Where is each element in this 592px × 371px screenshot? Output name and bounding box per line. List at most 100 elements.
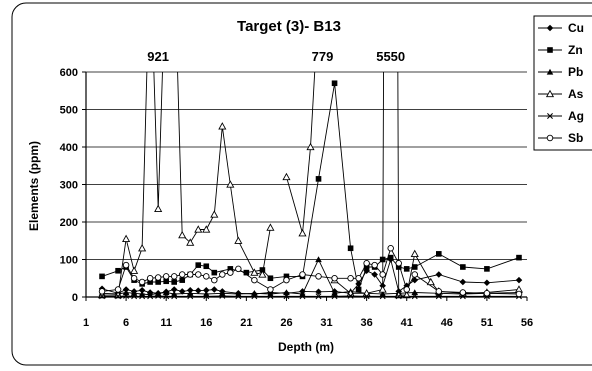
legend-marker-pb: [546, 68, 554, 75]
point-as-0-2: [122, 234, 131, 242]
point-ag-0-16: [299, 293, 306, 300]
point-zn-0-1: [115, 267, 121, 274]
point-sb-0-22: [331, 275, 338, 282]
point-as-2-3: [378, 285, 387, 293]
point-sb-0-14: [219, 271, 226, 278]
point-sb-0-25: [363, 260, 370, 267]
point-ag-0-17: [315, 293, 322, 300]
x-tick-label-11: 11: [160, 317, 172, 329]
point-sb-0-12: [203, 273, 210, 280]
point-sb-0-30: [403, 286, 410, 293]
point-zn-0-23: [355, 286, 362, 293]
point-zn-0-8: [171, 279, 177, 285]
legend-label-cu: Cu: [568, 21, 584, 35]
point-zn-0-7: [163, 278, 169, 285]
point-cu-0-13: [210, 286, 218, 293]
x-tick-label-16: 16: [200, 317, 212, 329]
point-ag-0-23: [411, 293, 418, 300]
point-as-2-6: [402, 290, 411, 299]
x-tick-label-21: 21: [240, 317, 252, 329]
point-sb-0-23: [347, 275, 354, 282]
point-cu-0-34: [515, 276, 523, 284]
point-sb-0-21: [315, 273, 322, 280]
x-tick-label-1: 1: [83, 317, 89, 329]
point-zn-0-14: [227, 266, 234, 272]
point-sb-0-20: [299, 271, 306, 278]
annotation-0: 921: [147, 49, 169, 64]
point-as-0-11: [194, 225, 203, 233]
annotation-1: 779: [312, 49, 334, 64]
legend-marker-cu: [546, 24, 554, 32]
point-zn-0-15: [243, 269, 250, 276]
point-ag-0-4: [139, 293, 146, 300]
point-zn-0-33: [484, 266, 490, 272]
x-tick-label-51: 51: [481, 317, 493, 329]
point-sb-0-26: [371, 261, 378, 269]
point-pb-0-23: [411, 289, 419, 296]
point-cu-0-31: [435, 271, 443, 278]
legend-label-ag: Ag: [568, 109, 584, 123]
point-cu-0-12: [202, 286, 210, 294]
point-sb-0-6: [154, 274, 162, 281]
point-zn-0-34: [516, 254, 522, 261]
point-zn-0-28: [395, 264, 402, 270]
x-tick-labels: 1 6 11 16 21 26 31 36 41 46 51 56: [83, 297, 533, 329]
legend-label-zn: Zn: [568, 43, 583, 57]
gridlines: [86, 71, 527, 260]
point-sb-0-27: [379, 271, 386, 278]
point-zn-0-20: [315, 176, 322, 182]
y-tick-label-300: 300: [60, 180, 78, 192]
point-sb-0-15: [227, 269, 234, 276]
point-cu-0-33: [483, 279, 491, 287]
point-cu-0-8: [170, 286, 178, 293]
point-ag-0-18: [331, 293, 338, 300]
point-as-0-13: [210, 210, 219, 218]
series-line-as-0: [102, 72, 271, 296]
point-ag-0-12: [235, 293, 242, 300]
y-axis-title: Elements (ppm): [27, 141, 41, 231]
point-ag-0-22: [395, 293, 402, 300]
point-as-0-14: [218, 122, 227, 130]
point-zn-0-30: [411, 264, 418, 270]
legend-label-pb: Pb: [568, 65, 583, 79]
point-cu-0-30: [411, 276, 419, 284]
point-zn-0-21: [331, 80, 338, 87]
point-ag-0-1: [115, 293, 122, 300]
point-sb-0-16: [235, 265, 242, 273]
markers-group: [97, 80, 524, 300]
point-as-0-3: [130, 266, 139, 274]
point-ag-0-13: [251, 293, 258, 300]
point-ag-0-8: [171, 293, 178, 300]
point-cu-0-11: [194, 287, 202, 294]
point-as-0-4: [138, 244, 147, 252]
point-sb-0-5: [146, 275, 154, 282]
point-ag-0-24: [435, 293, 442, 300]
legend-marker-sb: [546, 134, 554, 142]
point-ag-0-19: [347, 292, 354, 299]
legend-marker-ag: [547, 113, 553, 119]
annotation-2: 5550: [376, 49, 405, 64]
point-sb-0-8: [170, 273, 178, 280]
point-sb-0-18: [267, 286, 274, 293]
point-zn-0-12: [203, 263, 210, 270]
point-zn-0-13: [211, 269, 218, 276]
y-tick-labels: 0 100 200 300 400 500 600: [60, 67, 86, 304]
x-tick-label-41: 41: [401, 317, 413, 329]
point-zn-0-9: [179, 277, 186, 283]
point-zn-0-31: [436, 251, 442, 257]
point-as-0-12: [202, 225, 211, 233]
point-zn-0-16: [259, 267, 266, 273]
point-pb-0-5: [146, 291, 154, 298]
point-zn-0-0: [99, 273, 105, 280]
x-tick-label-56: 56: [521, 317, 533, 329]
point-cu-0-32: [459, 278, 467, 286]
x-tick-label-31: 31: [320, 317, 332, 329]
point-as-1-2: [306, 142, 315, 151]
y-tick-label-600: 600: [60, 67, 78, 79]
point-cu-0-20: [315, 288, 322, 296]
y-tick-label-400: 400: [60, 142, 78, 154]
point-sb-0-28: [387, 244, 394, 252]
chart-title: Target (3)- B13: [237, 18, 341, 35]
point-ag-0-2: [123, 292, 130, 299]
